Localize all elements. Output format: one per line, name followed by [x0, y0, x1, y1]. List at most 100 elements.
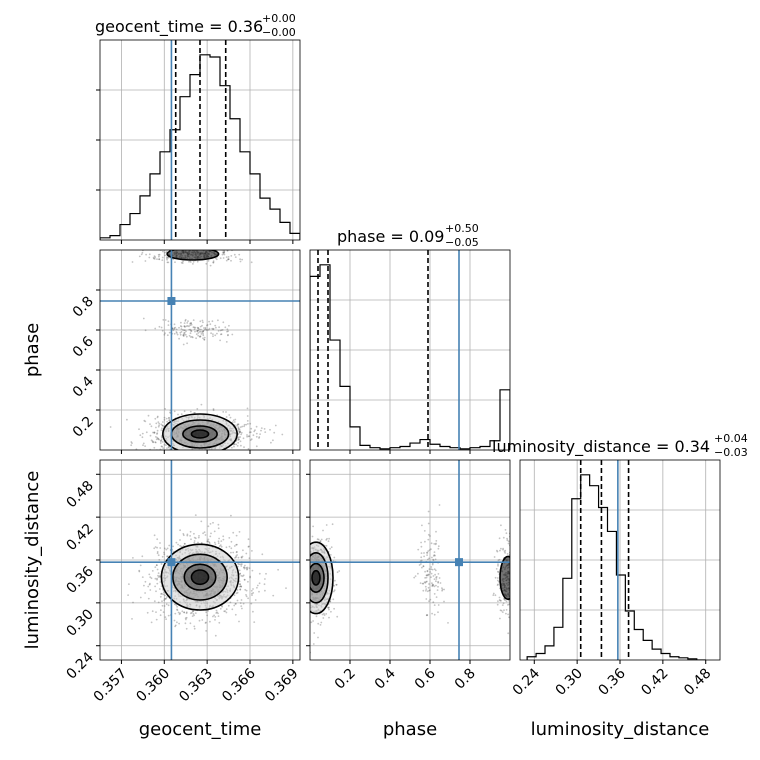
- sample-point: [296, 549, 298, 551]
- sample-point: [207, 609, 210, 612]
- sample-point: [156, 578, 158, 581]
- sample-point: [217, 540, 220, 543]
- sample-point: [206, 324, 208, 327]
- x-tick-label: 0.2: [332, 666, 359, 693]
- sample-point: [516, 574, 518, 576]
- sample-point: [510, 587, 512, 589]
- sample-point: [211, 464, 213, 466]
- sample-point: [426, 554, 428, 556]
- sample-point: [177, 611, 180, 614]
- contour-line: [190, 429, 210, 439]
- sample-point: [435, 540, 438, 542]
- panel-content: [310, 250, 510, 450]
- sample-point: [253, 621, 256, 623]
- sample-point: [212, 521, 214, 524]
- sample-point: [183, 611, 186, 614]
- sample-point: [327, 606, 329, 609]
- sample-point: [236, 589, 239, 591]
- sample-point: [189, 261, 192, 263]
- sample-point: [152, 441, 155, 444]
- sample-point: [155, 422, 158, 425]
- sample-point: [511, 549, 513, 551]
- sample-point: [511, 560, 513, 562]
- sample-point: [237, 441, 240, 444]
- sample-point: [153, 547, 156, 550]
- sample-point: [168, 446, 170, 449]
- sample-point: [209, 323, 212, 326]
- sample-point: [237, 423, 239, 426]
- sample-point: [156, 552, 159, 555]
- sample-point: [150, 462, 152, 464]
- sample-point: [522, 577, 524, 579]
- sample-point: [227, 330, 230, 333]
- sample-point: [420, 559, 423, 562]
- sample-point: [506, 539, 509, 542]
- sample-point: [331, 523, 334, 526]
- sample-point: [313, 632, 316, 634]
- sample-point: [305, 599, 307, 601]
- sample-point: [163, 251, 166, 254]
- sample-point: [513, 592, 515, 594]
- sample-point: [307, 605, 309, 607]
- sample-point: [160, 440, 162, 442]
- sample-point: [197, 327, 200, 329]
- sample-point: [306, 574, 308, 576]
- sample-point: [443, 600, 445, 603]
- sample-point: [302, 604, 304, 606]
- sample-point: [248, 557, 251, 560]
- sample-point: [183, 333, 186, 336]
- sample-point: [306, 557, 308, 559]
- x-tick-label: 0.48: [681, 666, 714, 699]
- sample-point: [196, 248, 198, 250]
- sample-point: [270, 441, 272, 444]
- sample-point: [168, 417, 170, 419]
- sample-point: [238, 620, 240, 623]
- sample-point: [302, 559, 304, 561]
- sample-point: [161, 604, 164, 607]
- sample-point: [425, 580, 427, 583]
- title-phase-plus: +0.50: [445, 222, 479, 235]
- sample-point: [414, 575, 417, 577]
- sample-point: [217, 615, 220, 617]
- sample-point: [160, 592, 163, 595]
- sample-point: [496, 584, 499, 586]
- sample-point: [230, 514, 232, 517]
- sample-point: [429, 598, 432, 601]
- sample-point: [508, 599, 510, 602]
- sample-point: [232, 551, 235, 554]
- sample-point: [511, 581, 513, 583]
- sample-point: [209, 454, 211, 456]
- sample-point: [219, 329, 222, 332]
- sample-point: [435, 576, 438, 578]
- sample-point: [302, 585, 304, 587]
- sample-point: [161, 256, 164, 259]
- sample-point: [329, 547, 331, 550]
- sample-point: [167, 261, 170, 264]
- sample-point: [235, 602, 237, 605]
- sample-point: [507, 540, 510, 543]
- sample-point: [245, 589, 248, 592]
- sample-point: [227, 334, 229, 336]
- sample-point: [523, 581, 525, 583]
- sample-point: [222, 411, 225, 413]
- sample-point: [183, 329, 186, 332]
- sample-point: [510, 591, 512, 593]
- sample-point: [163, 599, 166, 602]
- sample-point: [240, 599, 243, 601]
- sample-point: [193, 412, 196, 414]
- sample-point: [141, 436, 144, 439]
- sample-point: [142, 442, 145, 445]
- sample-point: [166, 420, 169, 423]
- sample-point: [214, 619, 216, 621]
- sample-point: [163, 597, 166, 600]
- sample-point: [425, 574, 428, 577]
- sample-point: [308, 585, 310, 587]
- sample-point: [227, 258, 230, 261]
- contour-line: [311, 569, 321, 586]
- sample-point: [188, 334, 191, 337]
- sample-point: [504, 599, 506, 601]
- sample-point: [150, 621, 153, 624]
- sample-point: [205, 245, 207, 247]
- sample-point: [417, 572, 419, 575]
